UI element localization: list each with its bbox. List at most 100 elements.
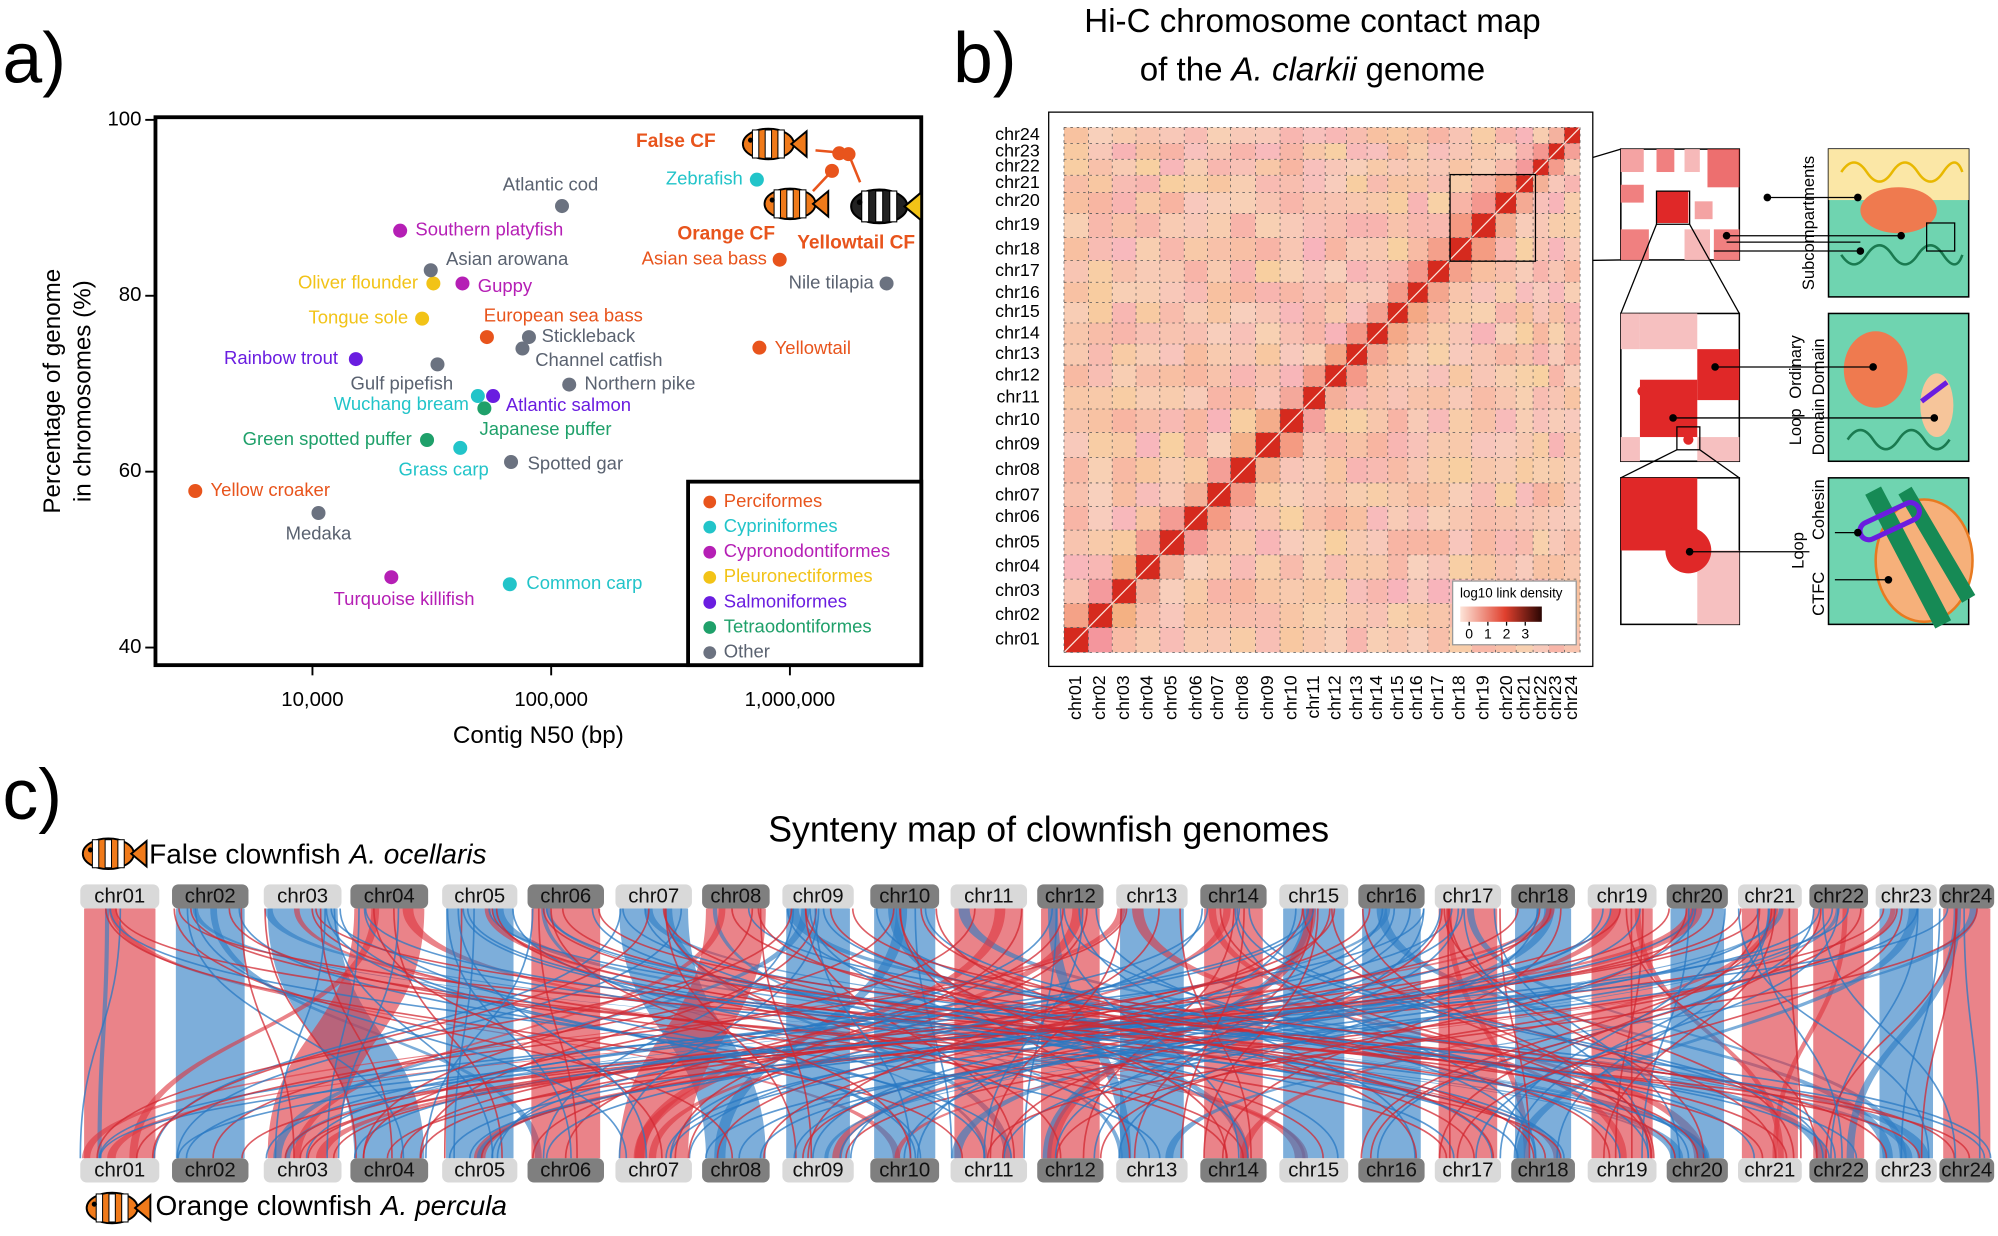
heatmap-cell <box>1346 143 1368 160</box>
chromosome-box <box>782 1158 854 1183</box>
heatmap-cell <box>1564 554 1581 580</box>
heatmap-cell <box>1471 506 1496 531</box>
heatmap-cell <box>1207 282 1231 303</box>
heatmap-cell <box>1280 482 1304 507</box>
heatmap-cell <box>1088 282 1113 303</box>
synteny-link <box>1963 908 1981 1159</box>
panel-label: b) <box>953 19 1016 99</box>
heatmap-cell <box>1495 237 1517 261</box>
heatmap-cell <box>1303 175 1326 193</box>
heatmap-cell <box>1495 282 1517 303</box>
chromosome-box <box>1738 1158 1802 1183</box>
heatmap-cell <box>1346 302 1368 324</box>
heatmap-cell <box>1230 237 1256 261</box>
heatmap-cell <box>1516 554 1534 580</box>
chromosome-box <box>950 884 1028 909</box>
heatmap-cell <box>1564 457 1581 483</box>
y-tick-label: chr16 <box>995 282 1040 302</box>
chromosome-label: chr03 <box>277 1159 328 1181</box>
heatmap-cell <box>1516 192 1534 214</box>
synteny-link <box>79 908 122 1159</box>
heatmap-cell <box>1325 457 1347 483</box>
legend-label: Cypriniformes <box>724 515 838 536</box>
data-point <box>188 484 203 499</box>
heatmap-cell <box>1063 192 1089 214</box>
synteny-link <box>190 908 1448 1159</box>
chromosome-label: chr11 <box>964 1159 1013 1181</box>
annotation: Subcompartments <box>1799 156 1818 290</box>
heatmap-cell <box>1548 457 1565 483</box>
heatmap-cell <box>1230 260 1256 283</box>
heatmap-cell <box>1136 482 1160 507</box>
heatmap-cell <box>1088 457 1113 483</box>
heatmap-cell <box>1516 344 1534 366</box>
data-point <box>420 432 435 448</box>
heatmap-cell <box>1255 409 1281 433</box>
heatmap-cell <box>1207 603 1231 628</box>
heatmap-cell <box>1159 127 1185 144</box>
x-tick-label: chr23 <box>1545 675 1565 720</box>
heatmap-cell <box>1387 603 1408 628</box>
synteny-link <box>1447 908 1451 1159</box>
heatmap-cell <box>1303 627 1326 653</box>
synteny-link <box>1456 908 1903 1159</box>
heatmap-cell <box>1303 432 1326 458</box>
heatmap-cell <box>1112 530 1137 555</box>
data-point <box>415 311 430 326</box>
heatmap-cell <box>1533 432 1549 458</box>
chromosome-label: chr09 <box>793 885 844 907</box>
heatmap-cell <box>1495 344 1517 366</box>
chromosome-box <box>615 1158 692 1183</box>
synteny-link <box>364 908 1706 1159</box>
x-tick-label: chr04 <box>1137 675 1157 720</box>
heatmap-cell <box>1387 554 1408 580</box>
heatmap-cell <box>1184 127 1208 144</box>
heatmap-cell <box>1063 432 1089 458</box>
genome-name: Orange clownfish <box>155 1190 371 1221</box>
heatmap-cell <box>1255 282 1281 303</box>
heatmap-cell <box>1449 159 1472 176</box>
x-tick-label: chr02 <box>1089 675 1109 720</box>
heatmap-cell <box>1063 457 1089 483</box>
synteny-link <box>1063 908 1650 1159</box>
x-tick-label: chr14 <box>1366 675 1386 720</box>
data-point <box>470 389 485 404</box>
fish-tail <box>811 189 830 219</box>
x-tick-label: 100,000 <box>514 689 588 711</box>
y-tick-label: chr12 <box>995 365 1040 385</box>
heatmap-cell <box>1471 175 1496 193</box>
legend-marker <box>703 646 717 660</box>
chart-title: of the A. clarkii genome <box>1140 51 1485 88</box>
heatmap-cell <box>1495 302 1517 324</box>
heatmap-cell <box>1367 530 1388 555</box>
synteny-link <box>491 908 1241 1159</box>
synteny-link <box>1920 908 1957 1159</box>
heatmap-cell <box>1533 127 1549 144</box>
annotation: Domain <box>1809 338 1828 395</box>
heatmap-cell <box>1280 260 1304 283</box>
heatmap-cell <box>1280 213 1304 238</box>
heatmap-cell <box>1346 554 1368 580</box>
heatmap-cell <box>1088 530 1113 555</box>
heatmap-cell <box>1564 213 1581 238</box>
chromosome-label: chr07 <box>628 1159 679 1181</box>
annotation: Domain <box>1809 398 1828 455</box>
synteny-link <box>561 908 1764 1159</box>
data-point <box>752 340 767 355</box>
y-tick-label: chr03 <box>995 580 1040 600</box>
chromosome-box <box>782 884 854 909</box>
heatmap-cell <box>1184 282 1208 303</box>
heatmap-cell <box>1548 159 1565 176</box>
heatmap-cell <box>1230 143 1256 160</box>
synteny-link <box>240 908 295 1159</box>
synteny-link <box>542 908 1676 1159</box>
chromosome-box <box>1116 1158 1188 1183</box>
chromosome-label: chr15 <box>1288 1159 1339 1181</box>
legend-label: Tetraodontiformes <box>724 615 872 636</box>
genome-species: A. percula <box>379 1190 507 1221</box>
fish-tail <box>129 838 148 869</box>
heatmap-cell <box>1533 365 1549 387</box>
heatmap-cell <box>1449 432 1472 458</box>
heatmap-cell <box>1564 344 1581 366</box>
heatmap-cell <box>1303 127 1326 144</box>
